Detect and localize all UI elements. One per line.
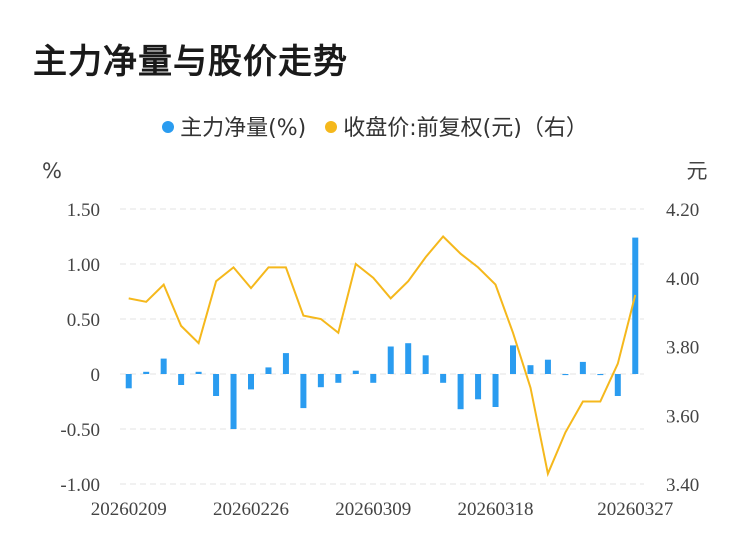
net-volume-bar: [300, 374, 307, 409]
net-volume-bar: [475, 374, 482, 400]
net-volume-bar: [562, 374, 569, 376]
legend-label-net-volume: 主力净量(%): [180, 116, 307, 141]
x-tick-label: 20260209: [91, 499, 167, 520]
net-volume-bar: [614, 374, 621, 396]
net-volume-bar: [125, 374, 132, 389]
net-volume-bar: [282, 353, 289, 374]
legend-marker-net-volume: [162, 121, 175, 133]
net-volume-bar: [405, 343, 412, 374]
net-volume-bar: [160, 358, 167, 374]
net-volume-bar: [248, 374, 254, 390]
legend-marker-close-price: [325, 121, 338, 133]
right-axis-unit: 元: [687, 159, 708, 183]
left-tick-label: 1.00: [67, 255, 100, 276]
legend-item-close-price[interactable]: 收盘价:前复权(元)（右）: [325, 110, 588, 142]
net-volume-bar: [265, 367, 272, 374]
net-volume-bar: [510, 345, 516, 374]
right-tick-label: 4.20: [666, 200, 699, 221]
net-volume-bar: [457, 374, 464, 410]
net-volume-bar: [143, 371, 150, 374]
right-tick-label: 3.60: [666, 406, 699, 427]
net-volume-bars: [125, 237, 639, 429]
net-volume-bar: [317, 374, 324, 388]
net-volume-bar: [213, 374, 220, 396]
x-tick-label: 20260327: [597, 499, 673, 520]
left-tick-label: -1.00: [60, 475, 100, 496]
net-volume-bar: [352, 370, 359, 374]
gridlines: [120, 208, 644, 485]
right-tick-label: 4.00: [666, 269, 699, 290]
right-tick-label: 3.40: [666, 475, 699, 496]
right-axis-ticks: 4.20 4.00 3.80 3.60 3.40: [666, 200, 699, 496]
net-volume-bar: [544, 359, 551, 374]
net-volume-bar: [632, 237, 639, 374]
net-volume-bar: [440, 374, 447, 383]
net-volume-bar: [597, 374, 604, 376]
net-volume-bar: [527, 365, 534, 374]
left-tick-label: 0.50: [67, 310, 100, 331]
x-tick-label: 20260318: [458, 499, 534, 520]
left-axis-ticks: 1.50 1.00 0.50 0 -0.50 -1.00: [60, 200, 100, 496]
chart-title: 主力净量与股价走势: [33, 42, 348, 82]
left-tick-label: 1.50: [67, 200, 100, 221]
net-volume-bar: [195, 371, 202, 374]
left-tick-label: 0: [91, 365, 101, 386]
net-volume-bar: [387, 346, 394, 374]
x-tick-label: 20260226: [213, 499, 289, 520]
net-volume-bar: [492, 374, 499, 407]
x-tick-label: 20260309: [335, 499, 411, 520]
net-volume-bar: [230, 374, 237, 429]
net-volume-bar: [579, 361, 586, 374]
net-volume-bar: [370, 374, 377, 383]
net-volume-bar: [178, 374, 185, 385]
x-axis-ticks: 20260209 20260226 20260309 20260318 20260327: [91, 499, 674, 520]
legend-item-net-volume[interactable]: 主力净量(%): [162, 110, 306, 142]
close-price-line: [128, 235, 637, 478]
net-volume-bar: [335, 374, 342, 383]
left-tick-label: -0.50: [60, 420, 100, 441]
legend-label-close-price: 收盘价:前复权(元)（右）: [343, 116, 588, 141]
right-tick-label: 3.80: [666, 338, 699, 359]
legend: 主力净量(%) 收盘价:前复权(元)（右）: [0, 110, 750, 142]
net-volume-bar: [422, 355, 429, 374]
left-axis-unit: %: [42, 159, 62, 183]
